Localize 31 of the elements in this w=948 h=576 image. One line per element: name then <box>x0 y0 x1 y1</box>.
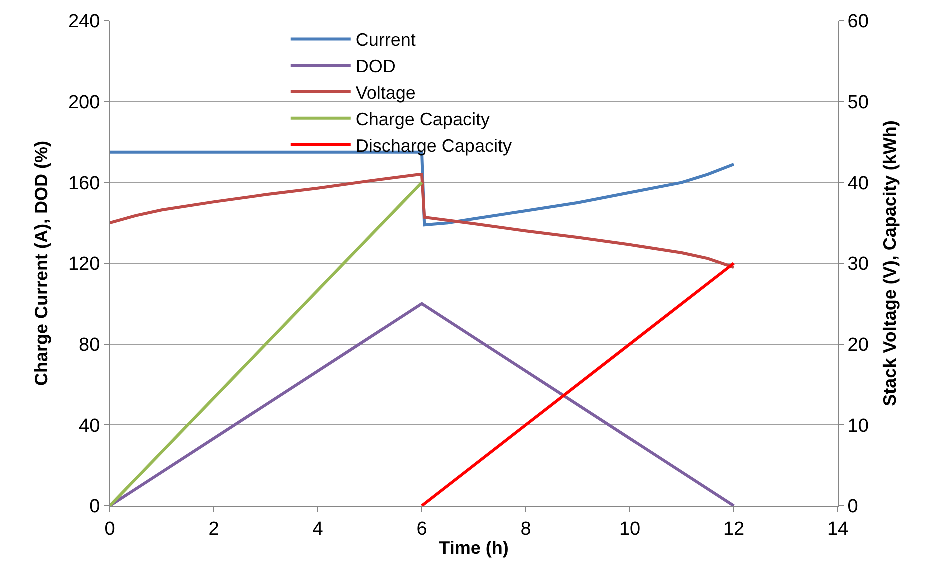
x-tick-label: 0 <box>104 518 116 540</box>
x-tick-label: 8 <box>520 518 532 540</box>
y2-axis-title: Stack Voltage (V), Capacity (kWh) <box>880 120 900 406</box>
legend-label: DOD <box>356 56 396 77</box>
x-tick-label: 2 <box>208 518 220 540</box>
x-tick-label: 14 <box>827 518 849 540</box>
y2-tick-label: 30 <box>848 254 869 276</box>
y-axis-title: Charge Current (A), DOD (%) <box>32 140 52 386</box>
y-tick-label: 80 <box>79 334 100 356</box>
legend-label: Discharge Capacity <box>356 136 512 156</box>
x-tick-label: 4 <box>312 518 324 540</box>
y2-tick-label: 60 <box>848 12 869 33</box>
y2-tick-label: 50 <box>848 92 869 114</box>
legend-label: Charge Capacity <box>356 109 490 130</box>
line-series <box>110 173 736 270</box>
y-tick-label: 40 <box>79 416 100 437</box>
legend-label: Current <box>356 30 416 50</box>
y2-tick-label: 0 <box>848 496 858 518</box>
y-tick-label: 200 <box>68 92 100 114</box>
y2-tick-label: 20 <box>848 334 869 356</box>
y-tick-label: 120 <box>68 254 100 276</box>
x-tick-label: 6 <box>416 518 428 540</box>
y2-tick-label: 40 <box>848 173 869 194</box>
y-tick-label: 240 <box>68 12 100 33</box>
legend-label: Voltage <box>356 83 416 104</box>
x-axis-title: Time (h) <box>439 538 509 558</box>
x-tick-label: 12 <box>723 518 745 540</box>
y2-tick-label: 10 <box>848 416 869 437</box>
y-tick-label: 0 <box>90 496 100 518</box>
x-tick-label: 10 <box>619 518 641 540</box>
y-tick-label: 160 <box>68 173 100 194</box>
